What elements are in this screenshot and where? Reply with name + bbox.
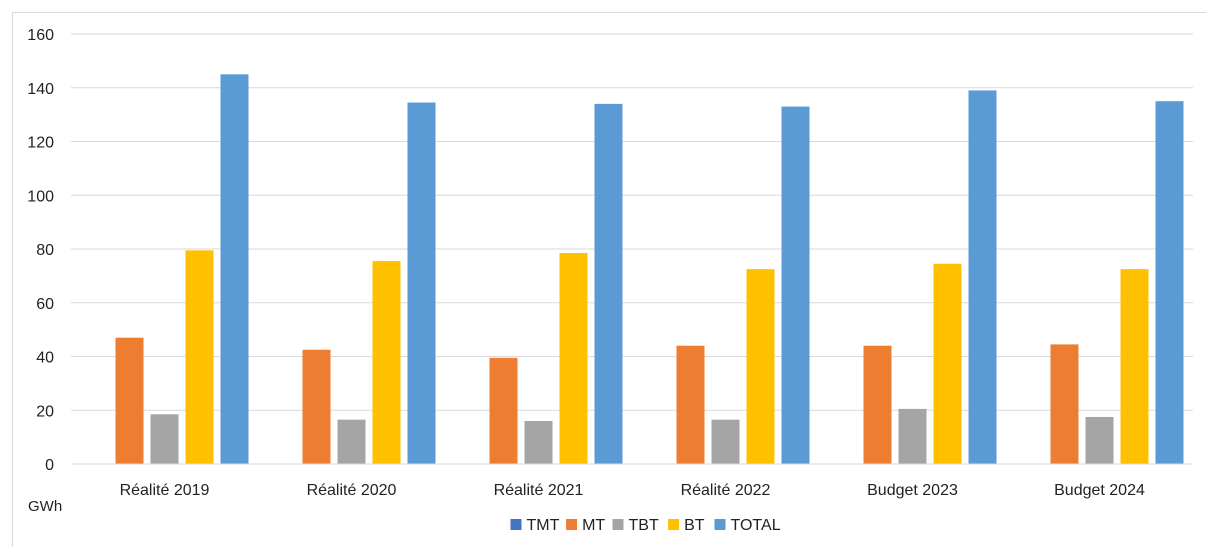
bar-mt-1: [115, 337, 144, 464]
legend-label-bt: BT: [684, 517, 705, 534]
bar-bt-3: [559, 253, 588, 464]
bar-tbt-5: [898, 408, 927, 464]
x-category-label: Budget 2023: [867, 482, 958, 499]
legend-label-tbt: TBT: [629, 517, 659, 534]
y-tick-label: 40: [36, 350, 54, 367]
legend-swatch-bt: [668, 519, 680, 530]
unit-label: GWh: [28, 498, 62, 515]
y-tick-label: 0: [45, 457, 54, 474]
x-axis-categories: Réalité 2019 Réalité 2020 Réalité 2021 Réal…: [120, 482, 1145, 499]
y-tick-label: 20: [36, 403, 54, 420]
y-tick-label: 140: [27, 81, 54, 98]
bar-total-5: [968, 90, 997, 464]
legend-label-mt: MT: [582, 517, 605, 534]
legend-swatch-total: [714, 519, 726, 530]
bar-bt-6: [1120, 269, 1149, 464]
legend: TMT MT TBT BT TOTAL: [510, 517, 781, 534]
y-tick-label: 120: [27, 135, 54, 152]
legend-swatch-tmt: [510, 519, 522, 530]
bar-mt-6: [1050, 344, 1079, 464]
x-category-label: Réalité 2019: [120, 482, 210, 499]
x-category-label: Réalité 2020: [307, 482, 397, 499]
y-tick-label: 80: [36, 242, 54, 259]
bar-tbt-3: [524, 421, 553, 464]
legend-swatch-tbt: [612, 519, 624, 530]
y-tick-label: 60: [36, 296, 54, 313]
bar-mt-3: [489, 357, 518, 464]
y-axis-ticks: 0 20 40 60 80 100 120 140 160: [27, 27, 54, 474]
bar-total-1: [220, 74, 249, 464]
bar-tbt-2: [337, 419, 366, 464]
bar-mt-5: [863, 345, 892, 464]
bar-bt-1: [185, 250, 214, 464]
bar-tbt-6: [1085, 416, 1114, 464]
bar-tbt-1: [150, 414, 179, 464]
legend-label-total: TOTAL: [731, 517, 781, 534]
legend-label-tmt: TMT: [527, 517, 560, 534]
bar-mt-4: [676, 345, 705, 464]
bar-bt-4: [746, 269, 775, 464]
bar-mt-2: [302, 349, 331, 464]
bar-total-4: [781, 106, 810, 464]
bars: [115, 74, 1184, 464]
chart-frame: 0 20 40 60 80 100 120 140 160 Réalité 2019 Réalit…: [12, 12, 1206, 547]
legend-swatch-mt: [566, 519, 578, 530]
bar-total-3: [594, 103, 623, 464]
bar-tbt-4: [711, 419, 740, 464]
gridlines: [71, 33, 1193, 411]
bar-total-2: [407, 102, 436, 464]
x-category-label: Réalité 2022: [681, 482, 771, 499]
y-tick-label: 160: [27, 27, 54, 44]
y-tick-label: 100: [27, 188, 54, 205]
x-category-label: Budget 2024: [1054, 482, 1145, 499]
bar-total-6: [1155, 101, 1184, 464]
x-category-label: Réalité 2021: [494, 482, 584, 499]
bar-bt-2: [372, 261, 401, 464]
bar-bt-5: [933, 263, 962, 464]
